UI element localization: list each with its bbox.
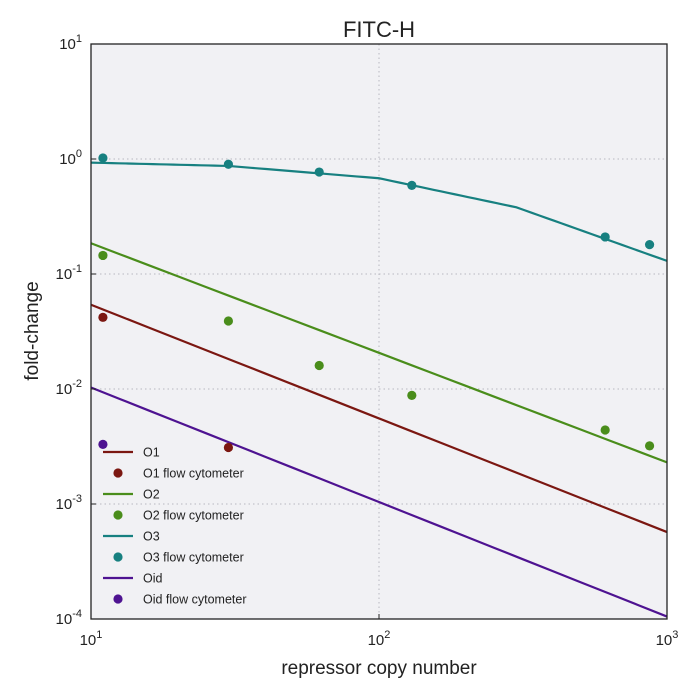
point-o1-flow-cytometer xyxy=(98,312,108,322)
chart-title: FITC-H xyxy=(343,17,415,42)
legend-label-o1: O1 xyxy=(143,446,160,460)
legend-marker-o2-flow-cytometer xyxy=(113,510,123,520)
legend-label-oid-flow-cytometer: Oid flow cytometer xyxy=(143,593,247,607)
point-o2-flow-cytometer xyxy=(600,425,610,435)
legend-label-o3-flow-cytometer: O3 flow cytometer xyxy=(143,551,244,565)
grid xyxy=(91,44,667,619)
point-o2-flow-cytometer xyxy=(314,360,324,371)
legend: O1 O1 flow cytometer O2 O2 flow cytometer O3… xyxy=(103,446,247,607)
y-tick-label: 10-2 xyxy=(56,378,82,398)
legend-marker-o3-flow-cytometer xyxy=(113,552,123,562)
line-o1 xyxy=(90,303,668,534)
x-axis-ticks: 101 102 103 xyxy=(80,614,679,649)
y-tick-label: 100 xyxy=(59,148,82,168)
point-o3-flow-cytometer xyxy=(407,180,417,190)
y-axis-title: fold-change xyxy=(22,281,43,380)
legend-label-o1-flow-cytometer: O1 flow cytometer xyxy=(143,467,244,481)
y-tick-label: 10-3 xyxy=(56,493,82,513)
line-o2 xyxy=(90,242,668,464)
series-lines xyxy=(90,161,668,618)
point-o3-flow-cytometer xyxy=(223,159,234,169)
legend-marker-o1-flow-cytometer xyxy=(113,468,123,478)
point-oid-flow-cytometer xyxy=(98,439,108,449)
y-tick-label: 10-1 xyxy=(56,263,82,283)
legend-label-o2: O2 xyxy=(143,488,160,502)
y-tick-label: 10-4 xyxy=(56,608,82,628)
x-axis-title: repressor copy number xyxy=(281,658,477,679)
legend-label-oid: Oid xyxy=(143,572,163,586)
legend-label-o3: O3 xyxy=(143,530,160,544)
point-o3-flow-cytometer xyxy=(644,240,655,250)
x-tick-label: 103 xyxy=(656,629,679,649)
legend-marker-oid-flow-cytometer xyxy=(113,594,123,604)
y-axis-ticks: 10-4 10-3 10-2 10-1 100 101 xyxy=(56,33,96,628)
point-o3-flow-cytometer xyxy=(600,232,610,242)
point-o2-flow-cytometer xyxy=(644,441,655,451)
legend-label-o2-flow-cytometer: O2 flow cytometer xyxy=(143,509,244,523)
series-points xyxy=(98,153,655,453)
point-o3-flow-cytometer xyxy=(314,167,324,177)
x-tick-label: 101 xyxy=(80,629,103,649)
point-o3-flow-cytometer xyxy=(98,153,108,163)
x-tick-label: 102 xyxy=(368,629,391,649)
point-o2-flow-cytometer xyxy=(407,390,417,400)
point-o1-flow-cytometer xyxy=(223,442,234,453)
y-tick-label: 101 xyxy=(59,33,82,53)
point-o2-flow-cytometer xyxy=(98,250,108,261)
line-oid xyxy=(90,386,668,618)
point-o2-flow-cytometer xyxy=(223,316,234,326)
line-o3 xyxy=(90,161,668,262)
